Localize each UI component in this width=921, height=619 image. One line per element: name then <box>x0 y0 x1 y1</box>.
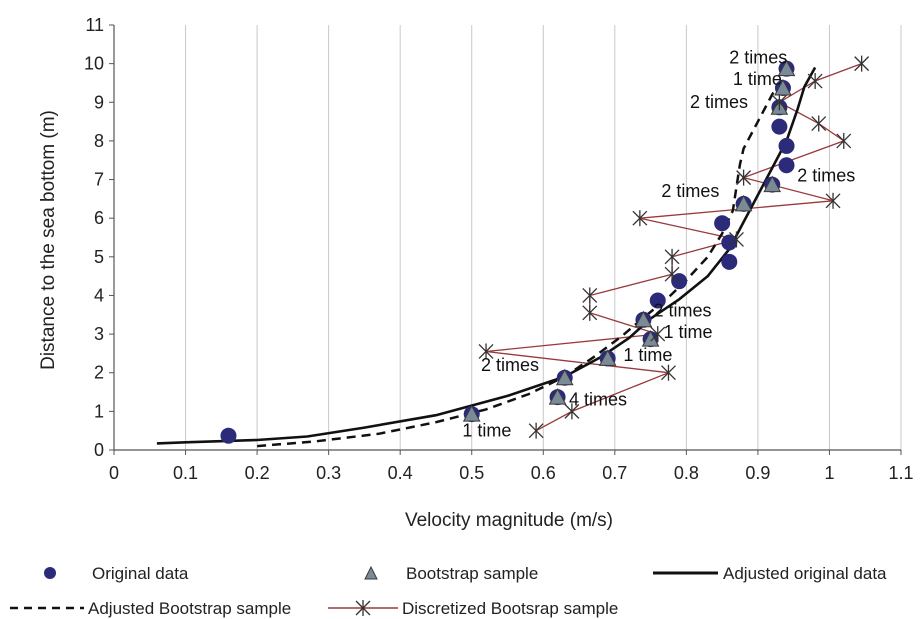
y-tick-label: 4 <box>94 285 104 305</box>
y-tick-label: 9 <box>94 92 104 112</box>
annotation-label: 2 times <box>481 355 539 375</box>
y-tick-label: 5 <box>94 247 104 267</box>
legend: Original data Bootstrap sample Adjusted … <box>10 564 887 618</box>
adjusted-original-line <box>156 66 817 445</box>
discretized-series-line <box>485 62 862 432</box>
discretized-point <box>807 73 823 90</box>
legend-item-bootstrap: Bootstrap sample <box>364 564 538 583</box>
discretized-point <box>582 287 598 304</box>
discretized-point <box>632 210 648 227</box>
x-tick-label: 0.6 <box>531 463 556 483</box>
discretized-point <box>661 364 676 381</box>
y-tick-label: 6 <box>94 208 104 228</box>
original-data-point <box>721 234 738 251</box>
discretized-point <box>664 248 680 265</box>
y-tick-label: 11 <box>85 15 104 35</box>
annotation-label: 2 times <box>729 48 787 68</box>
y-tick-label: 3 <box>94 324 104 344</box>
x-tick-label: 0.4 <box>388 463 413 483</box>
bootstrap-sample-point <box>774 78 792 96</box>
grid-lines <box>109 24 902 455</box>
x-tick-label: 0.3 <box>316 463 341 483</box>
annotation-label: 1 time <box>733 69 782 89</box>
discretized-point <box>528 422 544 439</box>
legend-item-adjusted-original: Adjusted original data <box>653 564 887 583</box>
discretized-point <box>736 169 752 186</box>
y-tick-label: 1 <box>94 401 104 421</box>
legend-triangle-marker <box>364 565 378 580</box>
x-tick-label: 1 <box>824 463 834 483</box>
legend-label-discretized: Discretized Bootsrap sample <box>402 599 618 618</box>
annotation-label: 2 times <box>690 92 748 112</box>
x-tick-labels: 0 0.1 0.2 0.3 0.4 0.5 0.6 0.7 0.8 0.9 1 1.1 <box>109 463 914 483</box>
bootstrap-sample-point <box>555 368 574 386</box>
x-axis-title: Velocity magnitude (m/s) <box>405 510 613 531</box>
x-tick-label: 1.1 <box>888 463 913 483</box>
legend-label-original: Original data <box>92 564 189 583</box>
original-data-point <box>649 292 666 309</box>
legend-item-adjusted-bootstrap: Adjusted Bootstrap sample <box>10 599 291 618</box>
legend-circle-marker <box>44 567 56 579</box>
discretized-point <box>811 115 827 132</box>
discretized-point <box>836 132 852 149</box>
discretized-point <box>564 403 580 420</box>
original-data-point <box>721 253 738 270</box>
bootstrap-sample-point <box>462 405 481 422</box>
original-data-point <box>714 215 731 232</box>
x-tick-label: 0.2 <box>245 463 270 483</box>
legend-asterisk-marker <box>355 600 371 616</box>
y-tick-label: 2 <box>94 363 104 383</box>
discretized-point <box>582 304 598 321</box>
bootstrap-sample-point <box>763 175 782 193</box>
legend-item-original: Original data <box>44 564 189 583</box>
annotation-label: 2 times <box>653 301 711 321</box>
legend-label-adjusted-original: Adjusted original data <box>723 564 887 583</box>
discretized-point <box>728 231 744 248</box>
y-tick-labels: 0 1 2 3 4 5 6 7 8 9 10 11 <box>84 15 104 460</box>
annotation-label: 1 time <box>623 345 672 365</box>
bootstrap-sample-point <box>598 349 617 366</box>
y-tick-label: 7 <box>94 170 104 190</box>
legend-label-bootstrap: Bootstrap sample <box>406 564 538 583</box>
adjusted-bootstrap-line <box>256 70 788 448</box>
x-tick-label: 0.9 <box>745 463 770 483</box>
original-data-point <box>771 118 788 135</box>
x-tick-label: 0 <box>109 463 119 483</box>
discretized-point <box>854 55 870 72</box>
discretized-point <box>650 326 666 343</box>
y-tick-label: 8 <box>94 131 104 151</box>
legend-label-adjusted-bootstrap: Adjusted Bootstrap sample <box>88 599 291 618</box>
discretized-point <box>478 343 494 360</box>
x-tick-label: 0.7 <box>602 463 627 483</box>
series <box>156 55 870 448</box>
x-tick-label: 0.1 <box>173 463 198 483</box>
discretized-point <box>825 192 841 209</box>
x-tick-label: 0.8 <box>674 463 699 483</box>
annotation-label: 2 times <box>661 181 719 201</box>
y-tick-label: 0 <box>94 440 104 460</box>
bootstrap-sample-point <box>777 59 796 77</box>
legend-item-discretized: Discretized Bootsrap sample <box>328 599 618 618</box>
y-axis-title: Distance to the sea bottom (m) <box>38 110 59 370</box>
annotation-label: 1 time <box>663 322 712 342</box>
discretized-point <box>771 94 787 111</box>
discretized-point <box>664 266 680 283</box>
original-data-point <box>778 137 795 154</box>
bootstrap-sample-point <box>734 194 753 212</box>
annotation-label: 4 times <box>569 390 627 410</box>
annotation-label: 1 time <box>462 420 511 440</box>
y-tick-label: 10 <box>84 54 104 74</box>
bootstrap-sample-point <box>634 310 653 328</box>
bootstrap-sample-point <box>641 330 660 347</box>
original-data-point <box>778 157 795 174</box>
annotation-label: 2 times <box>797 165 855 185</box>
bootstrap-sample-point <box>548 388 567 405</box>
x-tick-label: 0.5 <box>459 463 484 483</box>
original-data-point <box>220 427 237 444</box>
